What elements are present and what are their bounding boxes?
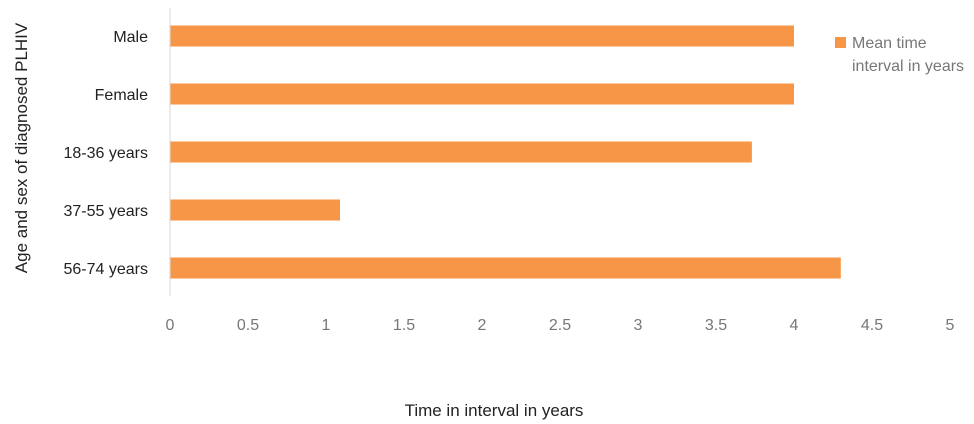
x-tick-label: 2 bbox=[478, 317, 487, 334]
x-tick-label: 4.5 bbox=[861, 317, 883, 334]
bar-18-36-years bbox=[170, 141, 752, 163]
x-tick-label: 0.5 bbox=[237, 317, 259, 334]
x-tick-label: 1 bbox=[322, 317, 331, 334]
legend: Mean time interval in years bbox=[835, 35, 964, 75]
legend-label-line-1: Mean time bbox=[852, 35, 927, 52]
category-labels: Male Female 18-36 years 37-55 years 56-74 ye… bbox=[64, 29, 149, 278]
x-tick-label: 3.5 bbox=[705, 317, 727, 334]
category-label: Male bbox=[113, 29, 148, 46]
y-axis-title: Age and sex of diagnosed PLHIV bbox=[12, 22, 31, 273]
bar-56-74-years bbox=[170, 257, 841, 279]
category-label: 18-36 years bbox=[64, 145, 149, 162]
x-tick-labels: 0 0.5 1 1.5 2 2.5 3 3.5 4 4.5 5 bbox=[166, 317, 955, 334]
bar-female bbox=[170, 83, 794, 105]
category-label: 56-74 years bbox=[64, 261, 149, 278]
x-tick-label: 5 bbox=[946, 317, 955, 334]
x-tick-label: 0 bbox=[166, 317, 175, 334]
bar-37-55-years bbox=[170, 199, 341, 221]
x-tick-label: 1.5 bbox=[393, 317, 415, 334]
x-tick-label: 2.5 bbox=[549, 317, 571, 334]
category-label: Female bbox=[95, 87, 148, 104]
category-label: 37-55 years bbox=[64, 203, 149, 220]
bars-layer bbox=[170, 25, 841, 279]
legend-label-line-2: interval in years bbox=[852, 58, 964, 75]
x-tick-label: 3 bbox=[634, 317, 643, 334]
x-axis-title: Time in interval in years bbox=[405, 401, 584, 420]
bar-male bbox=[170, 25, 794, 47]
x-tick-label: 4 bbox=[790, 317, 799, 334]
legend-swatch bbox=[835, 37, 846, 48]
